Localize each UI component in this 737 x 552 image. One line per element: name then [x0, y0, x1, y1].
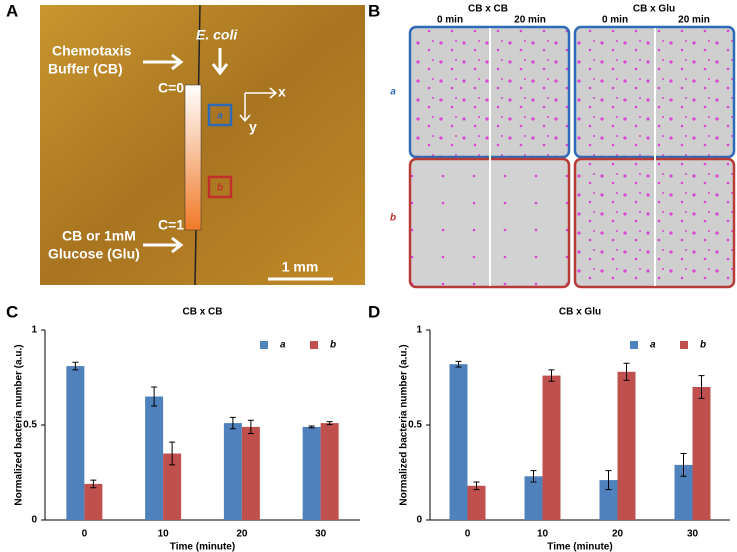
bar: [692, 387, 711, 520]
y-tick-label: 1: [416, 325, 422, 336]
column-title: CB x CB: [468, 4, 508, 15]
y-tick-label: 0.5: [23, 420, 37, 431]
region-box: [207, 175, 233, 199]
x-tick-label: 10: [158, 529, 170, 540]
annotation: C=1: [158, 217, 184, 233]
y-tick-label: 0: [31, 515, 37, 526]
y-tick-label: 0.5: [408, 420, 422, 431]
error-bar: [247, 419, 254, 435]
bar: [145, 396, 164, 520]
time-label: 0 min: [437, 15, 463, 26]
error-bar: [90, 479, 97, 489]
error-bar: [548, 369, 555, 382]
error-bar: [698, 375, 705, 399]
panel-label: C: [6, 302, 18, 321]
x-tick-label: 20: [236, 529, 248, 540]
axes-arrows: [239, 87, 278, 123]
error-bar: [605, 470, 612, 491]
x-tick-label: 10: [537, 529, 549, 540]
time-label: 20 min: [678, 15, 710, 26]
legend-swatch: [680, 341, 688, 349]
scale-label: 1 mm: [282, 259, 319, 275]
error-bar: [623, 362, 630, 381]
bar: [84, 483, 103, 520]
panel-label: D: [368, 302, 380, 321]
error-bar: [473, 481, 480, 491]
region-box: [207, 103, 233, 127]
bar: [449, 364, 468, 520]
error-bar: [326, 421, 333, 426]
bar: [66, 366, 85, 520]
row-label: b: [390, 213, 396, 224]
y-tick-label: 0: [416, 515, 422, 526]
arrow: [143, 236, 184, 254]
chart-title: CB x CB: [182, 307, 222, 318]
error-bar: [530, 470, 537, 483]
error-bar: [455, 360, 462, 368]
legend-swatch: [260, 341, 268, 349]
error-bar: [229, 416, 236, 430]
y-axis-label: Normalized bacteria number (a.u.): [14, 344, 25, 505]
bar: [599, 480, 618, 520]
arrow: [143, 53, 184, 71]
annotation: Buffer (CB): [48, 61, 123, 77]
bar: [302, 426, 321, 520]
annotation: a: [217, 111, 223, 122]
panel-label: B: [368, 1, 380, 20]
time-label: 0 min: [602, 15, 628, 26]
x-tick-label: 30: [687, 529, 699, 540]
legend-swatch: [630, 341, 638, 349]
arrow: [211, 48, 229, 76]
error-bar: [151, 386, 158, 407]
y-axis-label: Normalized bacteria number (a.u.): [399, 344, 410, 505]
x-tick-label: 0: [465, 529, 471, 540]
annotation: E. coli: [196, 27, 238, 43]
annotation: y: [249, 119, 257, 135]
annotation: Chemotaxis: [52, 43, 132, 59]
annotation: Glucose (Glu): [48, 246, 140, 262]
column-title: CB x Glu: [633, 4, 675, 15]
legend-label: b: [330, 340, 336, 351]
x-tick-label: 30: [315, 529, 327, 540]
bar: [467, 485, 486, 520]
bar: [241, 426, 260, 520]
legend-label: b: [700, 340, 706, 351]
legend-label: a: [650, 340, 656, 351]
bar: [163, 453, 182, 520]
gradient-bar: [184, 84, 202, 231]
microscope-image: [40, 5, 365, 285]
error-bar: [169, 441, 176, 466]
legend-label: a: [280, 340, 286, 351]
bar: [617, 371, 636, 520]
bar: [223, 423, 242, 520]
bar: [674, 464, 693, 520]
legend-swatch: [310, 341, 318, 349]
row-label: a: [390, 87, 396, 98]
annotation: CB or 1mM: [62, 228, 136, 244]
panel-label: A: [6, 1, 18, 20]
bar: [542, 375, 561, 520]
x-axis-label: Time (minute): [547, 542, 612, 552]
x-axis-label: Time (minute): [170, 542, 235, 552]
y-tick-label: 1: [31, 325, 37, 336]
annotation: x: [278, 84, 286, 100]
bar: [524, 476, 543, 520]
time-label: 20 min: [514, 15, 546, 26]
x-tick-label: 0: [82, 529, 88, 540]
error-bar: [72, 361, 79, 371]
bar: [320, 423, 339, 520]
annotation: C=0: [158, 80, 184, 96]
error-bar: [308, 425, 315, 429]
annotation: b: [217, 183, 223, 194]
chart-title: CB x Glu: [559, 307, 601, 318]
error-bar: [680, 453, 687, 477]
x-tick-label: 20: [612, 529, 624, 540]
